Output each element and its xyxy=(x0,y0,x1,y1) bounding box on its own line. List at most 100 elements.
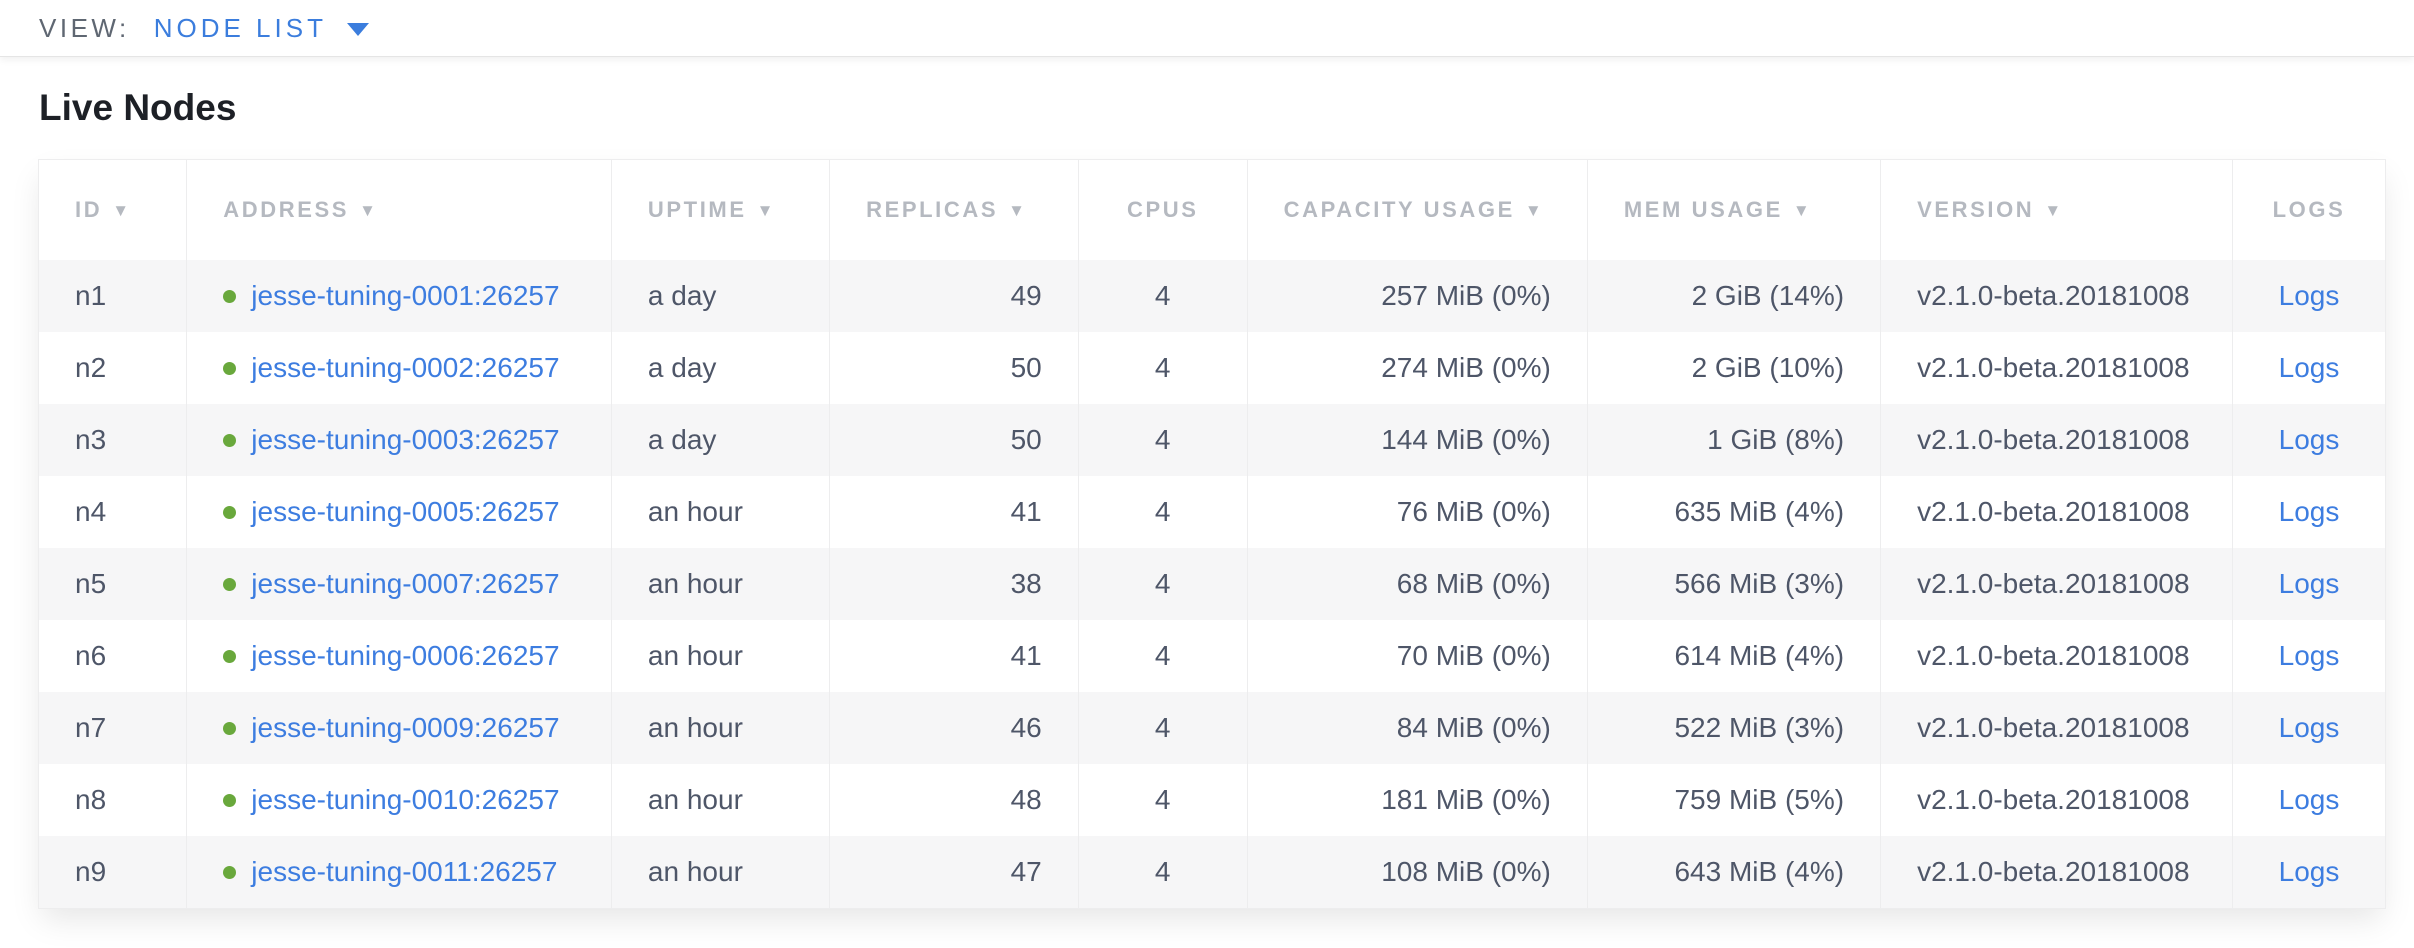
cell-uptime: an hour xyxy=(610,764,830,836)
cell-logs: Logs xyxy=(2231,620,2385,692)
address-link[interactable]: jesse-tuning-0002:26257 xyxy=(251,352,560,383)
sort-desc-icon: ▼ xyxy=(359,201,376,220)
table-row: n6 jesse-tuning-0006:26257 an hour 41 4 70 Mi… xyxy=(39,620,2385,692)
logs-link[interactable]: Logs xyxy=(2278,856,2340,887)
logs-link[interactable]: Logs xyxy=(2278,496,2340,527)
address-link[interactable]: jesse-tuning-0006:26257 xyxy=(251,640,560,671)
sort-desc-icon: ▼ xyxy=(1008,201,1025,220)
cell-version: v2.1.0-beta.20181008 xyxy=(1880,764,2233,836)
cell-logs: Logs xyxy=(2231,404,2385,476)
cell-logs: Logs xyxy=(2231,260,2385,332)
cell-capacity: 84 MiB (0%) xyxy=(1246,692,1588,764)
cell-replicas: 48 xyxy=(829,764,1079,836)
cell-address: jesse-tuning-0001:26257 xyxy=(186,260,612,332)
cell-replicas: 38 xyxy=(829,548,1079,620)
logs-link[interactable]: Logs xyxy=(2278,568,2340,599)
node-live-status-icon xyxy=(223,794,237,807)
cell-uptime: an hour xyxy=(610,548,830,620)
cell-version: v2.1.0-beta.20181008 xyxy=(1880,404,2233,476)
cell-address: jesse-tuning-0007:26257 xyxy=(186,548,612,620)
address-link[interactable]: jesse-tuning-0007:26257 xyxy=(251,568,560,599)
cell-logs: Logs xyxy=(2231,764,2385,836)
column-header-logs: LOGS xyxy=(2231,160,2385,260)
cell-version: v2.1.0-beta.20181008 xyxy=(1880,476,2233,548)
cell-capacity: 76 MiB (0%) xyxy=(1246,476,1588,548)
cell-uptime: a day xyxy=(610,332,830,404)
view-selected-value[interactable]: NODE LIST xyxy=(153,12,327,43)
table-row: n3 jesse-tuning-0003:26257 a day 50 4 144 MiB… xyxy=(39,404,2385,476)
view-toolbar: VIEW: NODE LIST xyxy=(0,0,2414,57)
cell-id: n9 xyxy=(39,836,187,908)
cell-version: v2.1.0-beta.20181008 xyxy=(1880,836,2233,908)
cell-cpus: 4 xyxy=(1077,332,1248,404)
column-header-uptime[interactable]: UPTIME ▼ xyxy=(610,160,830,260)
cell-version: v2.1.0-beta.20181008 xyxy=(1880,260,2233,332)
view-selector-dropdown[interactable]: NODE LIST xyxy=(154,13,369,44)
cell-capacity: 181 MiB (0%) xyxy=(1246,764,1588,836)
node-live-status-icon xyxy=(223,578,237,591)
node-live-status-icon xyxy=(223,362,237,375)
logs-link[interactable]: Logs xyxy=(2278,712,2340,743)
cell-replicas: 47 xyxy=(829,836,1079,908)
address-link[interactable]: jesse-tuning-0009:26257 xyxy=(251,712,560,743)
column-header-cpus: CPUS xyxy=(1077,160,1248,260)
table-row: n8 jesse-tuning-0010:26257 an hour 48 4 181 M… xyxy=(39,764,2385,836)
address-link[interactable]: jesse-tuning-0003:26257 xyxy=(251,424,560,455)
sort-desc-icon: ▼ xyxy=(756,201,774,220)
logs-link[interactable]: Logs xyxy=(2278,784,2340,815)
cell-id: n7 xyxy=(39,692,187,764)
cell-address: jesse-tuning-0011:26257 xyxy=(186,836,612,908)
column-header-replicas[interactable]: REPLICAS ▼ xyxy=(829,160,1079,260)
logs-link[interactable]: Logs xyxy=(2278,640,2340,671)
column-header-id[interactable]: ID ▼ xyxy=(39,160,187,260)
logs-link[interactable]: Logs xyxy=(2278,352,2340,383)
cell-mem: 522 MiB (3%) xyxy=(1586,692,1881,764)
view-label: VIEW: xyxy=(39,12,130,43)
cell-mem: 635 MiB (4%) xyxy=(1586,476,1881,548)
cell-address: jesse-tuning-0002:26257 xyxy=(186,332,612,404)
address-link[interactable]: jesse-tuning-0011:26257 xyxy=(251,856,558,887)
cell-cpus: 4 xyxy=(1077,404,1248,476)
address-link[interactable]: jesse-tuning-0001:26257 xyxy=(251,280,560,311)
address-link[interactable]: jesse-tuning-0010:26257 xyxy=(251,784,560,815)
cell-version: v2.1.0-beta.20181008 xyxy=(1880,620,2233,692)
cell-id: n1 xyxy=(39,260,187,332)
node-live-status-icon xyxy=(223,290,237,303)
address-link[interactable]: jesse-tuning-0005:26257 xyxy=(251,496,560,527)
cell-id: n5 xyxy=(39,548,187,620)
cell-replicas: 41 xyxy=(829,476,1079,548)
cell-replicas: 50 xyxy=(829,332,1079,404)
logs-link[interactable]: Logs xyxy=(2278,424,2340,455)
cell-cpus: 4 xyxy=(1077,764,1248,836)
cell-logs: Logs xyxy=(2231,836,2385,908)
cell-address: jesse-tuning-0006:26257 xyxy=(186,620,612,692)
column-header-address[interactable]: ADDRESS ▼ xyxy=(186,160,612,260)
table-row: n7 jesse-tuning-0009:26257 an hour 46 4 84 Mi… xyxy=(39,692,2385,764)
cell-replicas: 49 xyxy=(829,260,1079,332)
cell-address: jesse-tuning-0010:26257 xyxy=(186,764,612,836)
live-nodes-table: ID ▼ ADDRESS ▼ UPTIME ▼ REPLICAS ▼ CPUS CAPACITY … xyxy=(39,160,2385,908)
node-live-status-icon xyxy=(223,866,237,879)
cell-mem: 2 GiB (10%) xyxy=(1586,332,1881,404)
column-header-capacity[interactable]: CAPACITY USAGE ▼ xyxy=(1246,160,1588,260)
cell-capacity: 274 MiB (0%) xyxy=(1246,332,1588,404)
cell-capacity: 68 MiB (0%) xyxy=(1246,548,1588,620)
node-live-status-icon xyxy=(223,506,237,519)
node-live-status-icon xyxy=(223,650,237,663)
cell-id: n4 xyxy=(75,496,107,527)
node-live-status-icon xyxy=(223,434,237,447)
cell-logs: Logs xyxy=(2231,332,2385,404)
column-header-mem[interactable]: MEM USAGE ▼ xyxy=(1586,160,1881,260)
cell-version: v2.1.0-beta.20181008 xyxy=(1880,332,2233,404)
column-header-version[interactable]: VERSION ▼ xyxy=(1880,160,2233,260)
cell-mem: 2 GiB (14%) xyxy=(1586,260,1881,332)
cell-cpus: 4 xyxy=(1077,692,1248,764)
cell-cpus: 4 xyxy=(1077,260,1248,332)
cell-replicas: 41 xyxy=(829,620,1079,692)
table-row: n5 jesse-tuning-0007:26257 an hour 38 4 68 Mi… xyxy=(39,548,2385,620)
cell-logs: Logs xyxy=(2231,692,2385,764)
cell-id: n8 xyxy=(75,784,107,815)
cell-replicas: 50 xyxy=(829,404,1079,476)
logs-link[interactable]: Logs xyxy=(2278,280,2340,311)
cell-uptime: a day xyxy=(610,404,830,476)
